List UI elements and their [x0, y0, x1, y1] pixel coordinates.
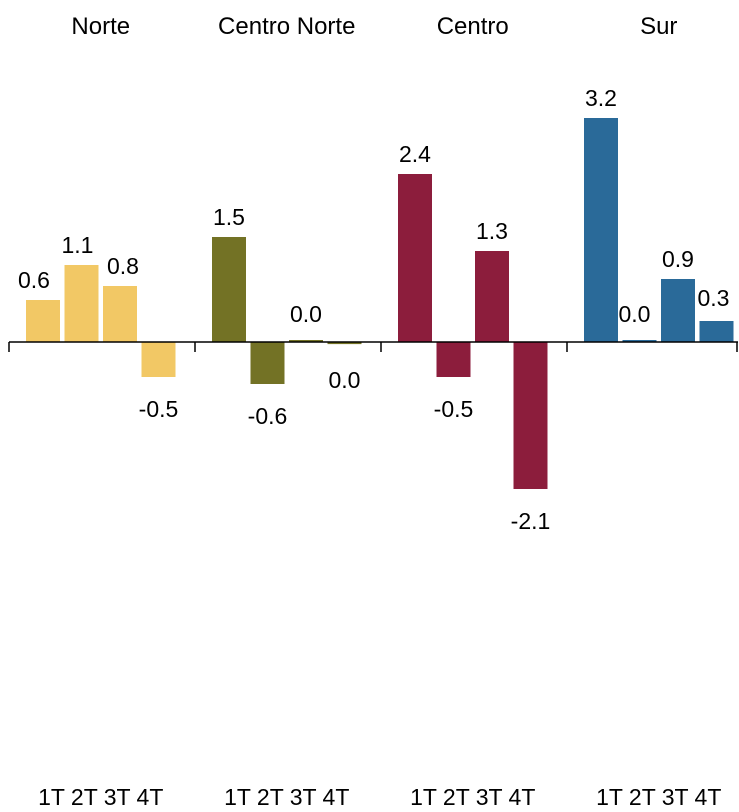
value-label: 1.3 — [476, 218, 508, 244]
bar — [26, 300, 60, 342]
bar — [212, 237, 246, 342]
bar — [398, 174, 432, 342]
region-titles: Norte Centro Norte Centro Sur — [71, 13, 677, 40]
region-title: Sur — [640, 13, 677, 40]
value-label: -2.1 — [511, 508, 551, 534]
tick-label-group: 1T 2T 3T 4T — [38, 784, 163, 810]
value-label: 0.6 — [18, 267, 50, 293]
value-label: 3.2 — [585, 85, 617, 111]
region-title: Norte — [71, 13, 130, 40]
bar — [103, 286, 137, 342]
value-label: 0.9 — [662, 246, 694, 272]
bar — [475, 251, 509, 342]
value-label: 0.0 — [619, 301, 651, 327]
value-label: -0.6 — [248, 403, 288, 429]
bar — [514, 342, 548, 489]
value-label: 0.8 — [107, 253, 139, 279]
bar — [65, 265, 99, 342]
value-label: 0.3 — [698, 285, 730, 311]
value-label: -0.5 — [434, 396, 474, 422]
value-label: 0.0 — [329, 367, 361, 393]
region-title: Centro Norte — [218, 13, 355, 40]
tick-label-group: 1T 2T 3T 4T — [410, 784, 535, 810]
value-label: 0.0 — [290, 301, 322, 327]
bar — [251, 342, 285, 384]
value-label: 2.4 — [399, 141, 431, 167]
bar — [661, 279, 695, 342]
tick-label-group: 1T 2T 3T 4T — [596, 784, 721, 810]
value-label: -0.5 — [139, 396, 179, 422]
tick-label-group: 1T 2T 3T 4T — [224, 784, 349, 810]
bar — [142, 342, 176, 377]
bar — [437, 342, 471, 377]
value-label: 1.5 — [213, 204, 245, 230]
region-title: Centro — [437, 13, 509, 40]
tick-labels: 1T 2T 3T 4T 1T 2T 3T 4T 1T 2T 3T 4T 1T 2T 3… — [38, 784, 721, 810]
value-label: 1.1 — [62, 232, 94, 258]
bar — [700, 321, 734, 342]
x-axis — [9, 342, 738, 352]
bar — [584, 118, 618, 342]
